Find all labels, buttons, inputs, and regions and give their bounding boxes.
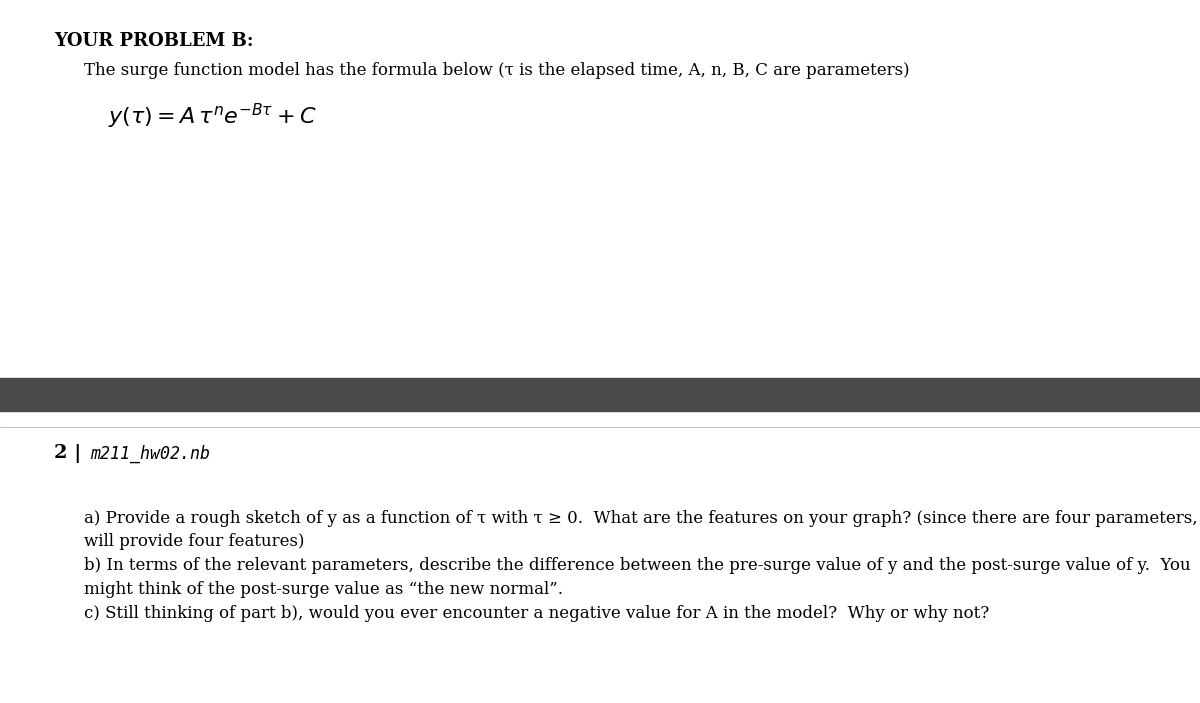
Text: YOUR PROBLEM B:: YOUR PROBLEM B: xyxy=(54,32,253,50)
Text: will provide four features): will provide four features) xyxy=(84,533,305,550)
Text: The surge function model has the formula below (τ is the elapsed time, A, n, B, : The surge function model has the formula… xyxy=(84,62,910,79)
Text: might think of the post-surge value as “the new normal”.: might think of the post-surge value as “… xyxy=(84,581,563,598)
Text: $y(\tau) = A\,\tau^n e^{-B\tau} + C$: $y(\tau) = A\,\tau^n e^{-B\tau} + C$ xyxy=(108,102,317,131)
Text: c) Still thinking of part b), would you ever encounter a negative value for A in: c) Still thinking of part b), would you … xyxy=(84,605,989,622)
Text: 2 |: 2 | xyxy=(54,444,82,463)
Text: a) Provide a rough sketch of y as a function of τ with τ ≥ 0.  What are the feat: a) Provide a rough sketch of y as a func… xyxy=(84,510,1200,527)
Text: m211_hw02.nb: m211_hw02.nb xyxy=(90,444,210,463)
Bar xyxy=(0,378,1200,411)
Text: b) In terms of the relevant parameters, describe the difference between the pre-: b) In terms of the relevant parameters, … xyxy=(84,557,1190,574)
